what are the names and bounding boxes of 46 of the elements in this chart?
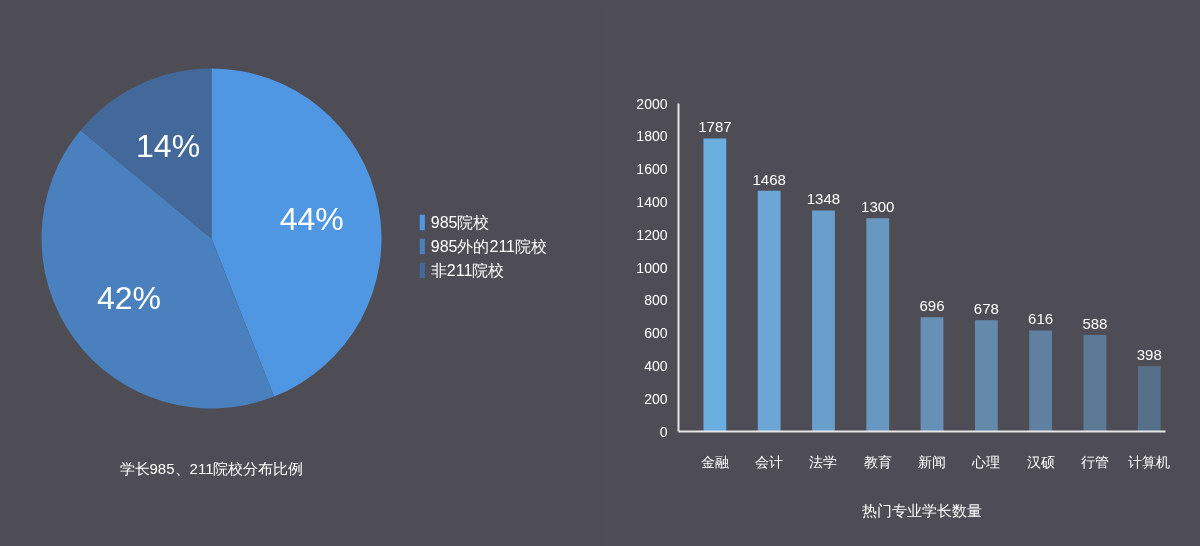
- bar: [920, 317, 944, 432]
- data-label: 1468: [752, 170, 786, 188]
- x-tick-label: 计算机: [1128, 453, 1171, 470]
- data-label: 588: [1082, 315, 1108, 333]
- data-label: 44%: [279, 201, 344, 238]
- x-tick-label: 心理: [971, 453, 1001, 470]
- data-label: 696: [919, 297, 945, 315]
- x-tick-label: 教育: [863, 453, 892, 470]
- data-label: 14%: [136, 128, 201, 165]
- data-label: 1300: [861, 198, 895, 216]
- bar: [1029, 330, 1053, 432]
- y-tick-label: 600: [644, 325, 668, 342]
- bar: [812, 210, 835, 432]
- x-tick-label: 新闻: [918, 453, 947, 470]
- text: 热门专业学长数量: [862, 502, 982, 519]
- data-label: 1787: [698, 118, 732, 136]
- data-label: 678: [973, 300, 999, 318]
- text: 学长985、211院校分布比例: [119, 460, 304, 477]
- y-tick-label: 200: [644, 390, 668, 407]
- y-tick-label: 1400: [636, 193, 668, 210]
- data-label: 1348: [806, 190, 841, 208]
- x-tick-label: 法学: [809, 453, 838, 470]
- bar: [866, 218, 890, 432]
- x-tick-label: 汉硕: [1026, 453, 1055, 470]
- data-label: 42%: [96, 280, 161, 317]
- legend-label: 985外的211院校: [430, 237, 547, 255]
- y-tick-label: 0: [659, 423, 668, 440]
- bar: [974, 320, 998, 432]
- data-label: 616: [1028, 310, 1054, 328]
- y-tick-label: 1800: [636, 128, 668, 145]
- y-tick-label: 2000: [636, 95, 668, 112]
- data-label: 398: [1136, 346, 1162, 364]
- bar: [1083, 335, 1107, 432]
- legend-label: 非211院校: [430, 261, 505, 279]
- x-tick-label: 行管: [1080, 453, 1109, 470]
- bar: [1137, 366, 1161, 432]
- x-tick-label: 会计: [755, 453, 784, 470]
- bar: [703, 138, 727, 432]
- y-tick-label: 400: [644, 357, 668, 374]
- x-tick-label: 金融: [700, 453, 729, 470]
- y-tick-label: 1000: [636, 259, 668, 276]
- bar: [757, 190, 781, 432]
- legend-label: 985院校: [430, 214, 490, 232]
- y-tick-label: 1200: [636, 226, 668, 243]
- y-tick-label: 1600: [636, 161, 668, 178]
- y-tick-label: 800: [644, 292, 668, 309]
